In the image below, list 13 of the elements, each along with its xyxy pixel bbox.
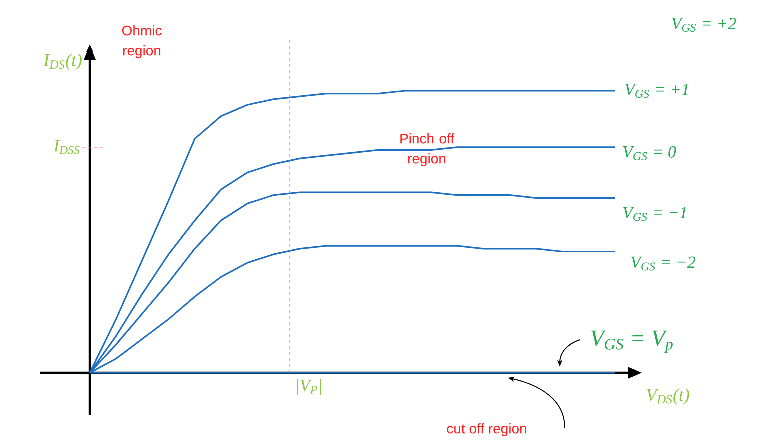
text: cut off region xyxy=(447,423,526,437)
series-label: V$_{GS}$ = V$_{p}$ xyxy=(591,330,673,354)
ref-line-label: I$_{DSS}$ xyxy=(54,140,80,154)
y-axis-title: I$_{DS}$(t) xyxy=(44,54,82,70)
text: |V$_{P}$| xyxy=(297,380,322,395)
x-axis-title: V$_{DS}$(t) xyxy=(647,388,690,405)
series-label: V$_{GS}$ = +1 xyxy=(625,84,688,98)
series-label: V$_{GS}$ = −2 xyxy=(631,256,696,271)
text: Ohmic region xyxy=(122,25,162,59)
text: V$_{GS}$ = +2 xyxy=(672,18,736,32)
annotation: Pinch off region xyxy=(400,133,455,167)
series-label: V$_{GS}$ = 0 xyxy=(623,146,676,160)
series-label: V$_{GS}$ = −1 xyxy=(623,207,686,222)
